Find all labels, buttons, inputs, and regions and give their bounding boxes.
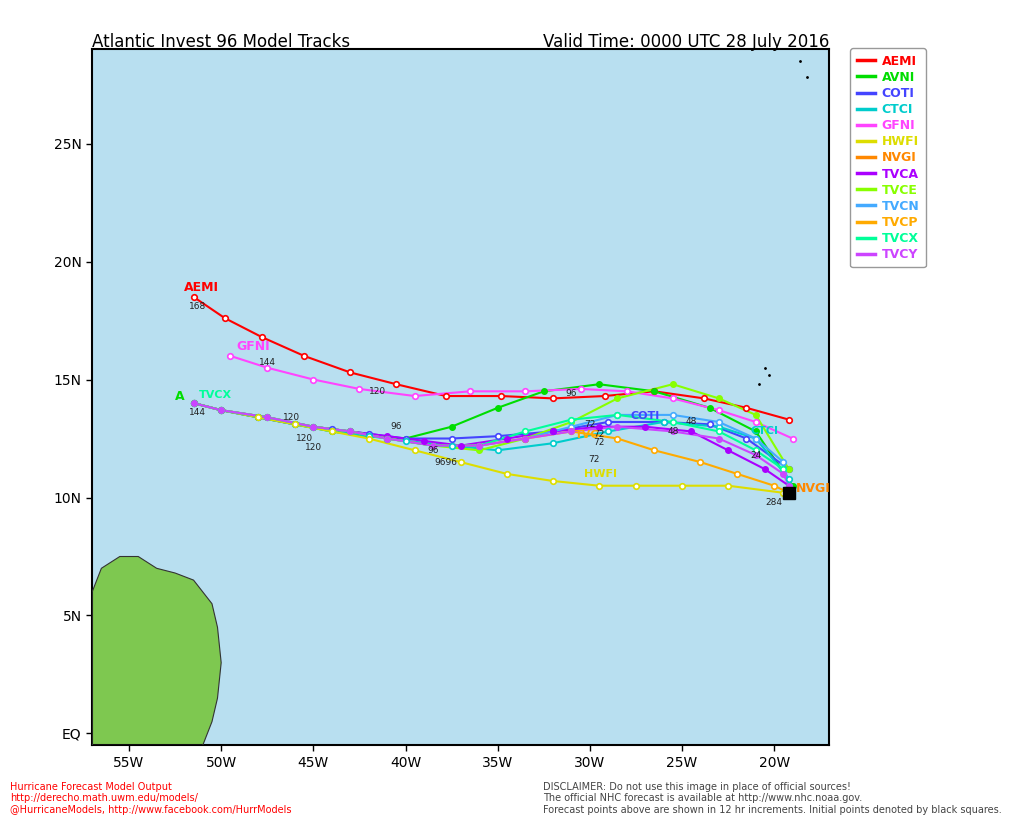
- Text: 9696: 9696: [434, 458, 458, 467]
- Text: A: A: [175, 390, 184, 402]
- Text: 144: 144: [188, 408, 206, 417]
- Text: 72: 72: [588, 455, 599, 464]
- Text: 120: 120: [370, 387, 386, 396]
- Text: 96: 96: [390, 423, 402, 432]
- Text: GFNI: GFNI: [236, 340, 269, 353]
- Text: Hurricane Forecast Model Output
http://derecho.math.uwm.edu/models/
@HurricaneMo: Hurricane Forecast Model Output http://d…: [10, 781, 292, 815]
- Text: COTI: COTI: [631, 411, 659, 421]
- Text: 120: 120: [283, 413, 300, 422]
- Text: 24: 24: [751, 450, 761, 459]
- Text: HWFI: HWFI: [585, 469, 617, 479]
- Text: 72: 72: [584, 420, 596, 429]
- Text: AEMI: AEMI: [184, 281, 219, 294]
- Text: 284: 284: [766, 498, 782, 507]
- Text: DISCLAIMER: Do not use this image in place of official sources!
The official NHC: DISCLAIMER: Do not use this image in pla…: [543, 781, 1001, 815]
- Text: Atlantic Invest 96 Model Tracks: Atlantic Invest 96 Model Tracks: [92, 33, 350, 51]
- Text: 96: 96: [565, 389, 578, 398]
- Polygon shape: [92, 556, 221, 745]
- Text: 72: 72: [593, 437, 605, 446]
- Text: 120: 120: [305, 443, 322, 452]
- Text: 168: 168: [188, 302, 206, 311]
- Text: Valid Time: 0000 UTC 28 July 2016: Valid Time: 0000 UTC 28 July 2016: [543, 33, 829, 51]
- Text: TVC: TVC: [575, 430, 600, 440]
- Text: CTCI: CTCI: [751, 427, 778, 437]
- Text: 96: 96: [427, 446, 439, 455]
- Text: 72: 72: [593, 431, 605, 440]
- Text: 48: 48: [685, 418, 697, 427]
- Legend: AEMI, AVNI, COTI, CTCI, GFNI, HWFI, NVGI, TVCA, TVCE, TVCN, TVCP, TVCX, TVCY: AEMI, AVNI, COTI, CTCI, GFNI, HWFI, NVGI…: [851, 48, 926, 268]
- Text: TVCX: TVCX: [199, 390, 232, 400]
- Text: 120: 120: [296, 434, 312, 443]
- Text: NVGI: NVGI: [797, 482, 831, 495]
- Text: 48: 48: [667, 427, 679, 436]
- Text: 144: 144: [259, 359, 275, 368]
